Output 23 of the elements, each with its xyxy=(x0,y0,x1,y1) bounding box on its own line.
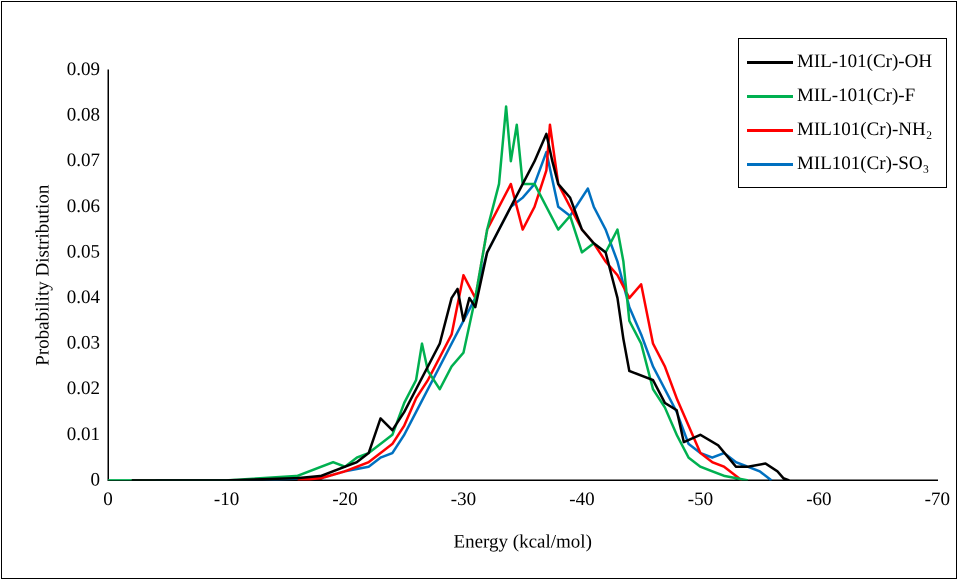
y-tick-label: 0.02 xyxy=(66,378,100,400)
x-tick-label: -50 xyxy=(688,488,714,510)
legend-label: MIL-101(Cr)-F xyxy=(796,85,916,107)
y-tick-label: 0.06 xyxy=(66,196,100,217)
x-tick-label: -40 xyxy=(569,488,595,510)
x-tick-label: -10 xyxy=(214,488,240,510)
legend-label: MIL101(Cr)-NH₂ xyxy=(796,119,932,141)
y-tick-label: 0.08 xyxy=(66,104,100,126)
y-tick-label: 0.01 xyxy=(66,424,100,445)
y-tick-label: 0.03 xyxy=(66,332,100,354)
y-tick-label: 0.04 xyxy=(66,286,101,308)
y-tick-label: 0.05 xyxy=(66,241,100,262)
y-tick-label: 0.07 xyxy=(66,150,100,172)
y-tick-label: 0 xyxy=(90,469,100,490)
x-tick-label: -70 xyxy=(924,488,950,510)
x-axis-title: Energy (kcal/mol) xyxy=(453,532,592,553)
x-tick-label: -30 xyxy=(450,488,476,510)
legend-label: MIL101(Cr)-SO₃ xyxy=(796,153,930,175)
x-tick-label: -20 xyxy=(332,488,358,510)
legend-label: MIL-101(Cr)-OH xyxy=(796,51,932,73)
y-tick-label: 0.09 xyxy=(66,58,100,80)
x-tick-label: -60 xyxy=(806,488,832,510)
y-axis-title: Probability Distribution xyxy=(32,184,54,366)
